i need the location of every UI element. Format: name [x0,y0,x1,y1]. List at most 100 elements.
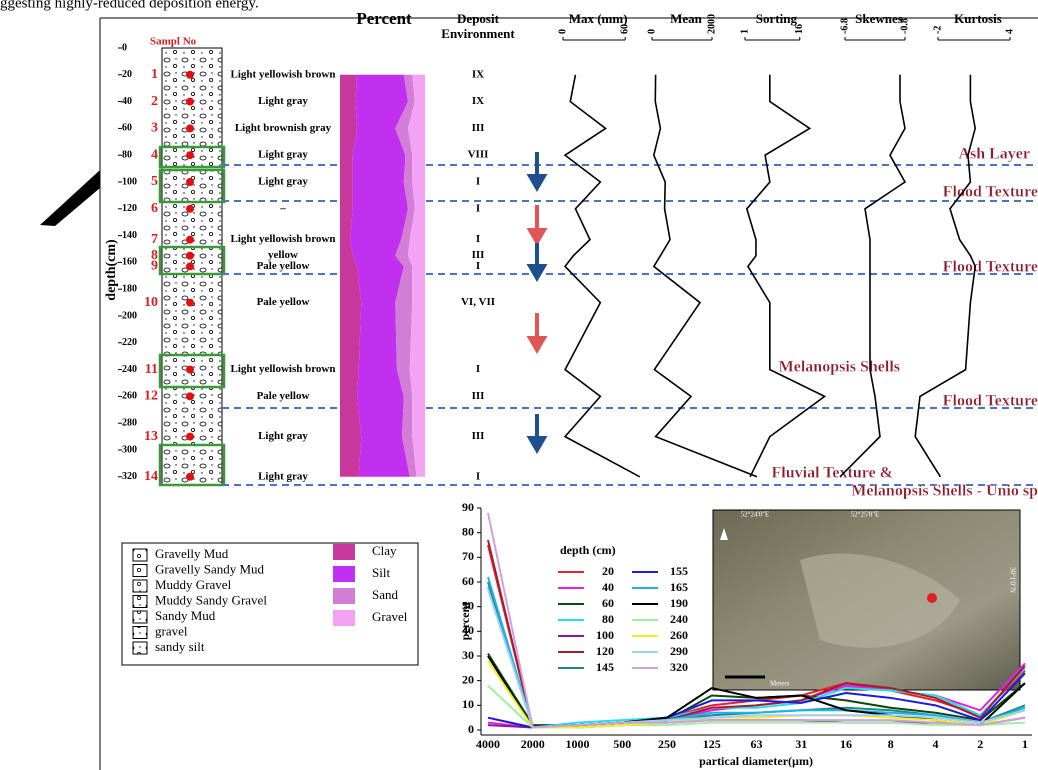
depth-tick-label: 160 [122,257,137,268]
sample-number: 10 [144,295,158,310]
sediment-color: Light gray [258,430,308,442]
sample-number: 4 [151,147,158,162]
annotation: Fluvial Texture & [772,465,894,482]
depth-tick-label: 120 [122,203,137,214]
sediment-color: Light gray [258,95,308,107]
depth-tick-label: 20 [122,69,132,80]
x-tick-label: 2 [977,737,983,751]
x-tick-label: 1 [739,29,750,34]
sample-number: 6 [151,201,158,216]
y-tick-label: 10 [462,697,474,711]
env-header: Deposit [457,11,500,26]
legend-label: Sand [372,587,399,602]
legend-swatch [333,544,355,560]
legend-label: 120 [596,644,614,658]
environment: I [476,470,480,482]
map-label: 52°25'0"E [851,511,880,519]
legend-swatch [133,565,147,577]
legend-label: Gravel [372,609,408,624]
annotation: Melanopsis Shells - Unio sp [851,483,1038,500]
chart-title: Skewnes [855,11,903,26]
legend-label: 190 [670,596,688,610]
legend-swatch [133,596,147,608]
x-tick-label: -6.8 [839,18,850,34]
x-tick-label: 0 [646,29,657,34]
chart-title: Sorting [756,11,798,26]
sample-number: 14 [144,469,158,484]
sample-number: 7 [151,232,158,247]
depth-tick-label: 80 [122,149,132,160]
depth-tick-label: 40 [122,96,132,107]
environment: I [476,260,480,272]
legend-label: 100 [596,628,614,642]
legend-swatch [333,610,355,626]
sample-number: 9 [151,259,158,274]
sediment-color: Light yellowish brown [231,68,336,80]
sediment-color: – [279,202,286,214]
depth-tick-label: 260 [122,391,137,402]
x-tick-label: 2000 [706,14,717,34]
sample-dot [186,433,194,441]
environment: I [476,233,480,245]
legend-swatch [133,580,147,592]
y-tick-label: 80 [462,524,474,538]
legend-swatch [133,627,147,639]
arrows [530,152,544,450]
x-tick-label: 4000 [476,737,500,751]
env-header: Environment [441,26,515,41]
legend-swatch [133,549,147,561]
figure: ggesting highly-reduced deposition energ… [0,0,1038,770]
legend-swatch [133,611,147,623]
profile-line [654,75,757,477]
sediment-color: Light yellowish brown [231,363,336,375]
environment: III [472,390,485,402]
profile-line [747,75,825,477]
y-tick-label: 60 [462,574,474,588]
sample-dot [186,98,194,106]
legend-label: 290 [670,644,688,658]
legend-label: 60 [602,596,614,610]
legend-label: Sandy Mud [155,608,216,623]
depth-tick-label: 180 [122,283,137,294]
y-axis-label: percent [458,602,472,640]
environment: I [476,363,480,375]
depth-tick-label: 100 [122,176,137,187]
sample-dot [186,392,194,400]
profile-line [565,75,640,477]
x-tick-label: 0 [557,29,568,34]
chart-title: Percent [356,9,412,28]
legend-title: depth (cm) [560,543,616,557]
legend-label: 165 [670,580,688,594]
legend-label: 240 [670,612,688,626]
x-tick-label: 125 [703,737,721,751]
x-tick-label: 500 [613,737,631,751]
legend-label: sandy silt [155,639,205,654]
x-tick-label: 63 [751,737,763,751]
y-tick-label: 0 [468,722,474,736]
depth-tick-label: 60 [122,123,132,134]
sediment-color: Pale yellow [257,390,310,402]
legend-label: 80 [602,612,614,626]
depth-tick-label: 300 [122,444,137,455]
x-tick-label: 60 [620,24,631,34]
environment: VI, VII [461,296,495,308]
x-tick-label: 4 [1004,29,1015,34]
environment: I [476,176,480,188]
x-tick-label: 250 [658,737,676,751]
x-tick-label: 1000 [566,737,590,751]
sample-number: 11 [145,362,158,377]
sample-dot [186,71,194,79]
x-tick-label: 2000 [521,737,545,751]
legend-swatch [333,588,355,604]
depth-tick-label: 240 [122,364,137,375]
legend-label: 40 [602,580,614,594]
chart-title: Kurtosis [954,11,1002,26]
profile-line [915,75,975,477]
legend-label: 320 [670,660,688,674]
sample-dot [186,366,194,374]
x-tick-label: 1 [1022,737,1028,751]
sample-dot [186,252,194,260]
y-tick-label: 20 [462,672,474,686]
sample-dot [186,151,194,159]
x-tick-label: 8 [888,737,894,751]
